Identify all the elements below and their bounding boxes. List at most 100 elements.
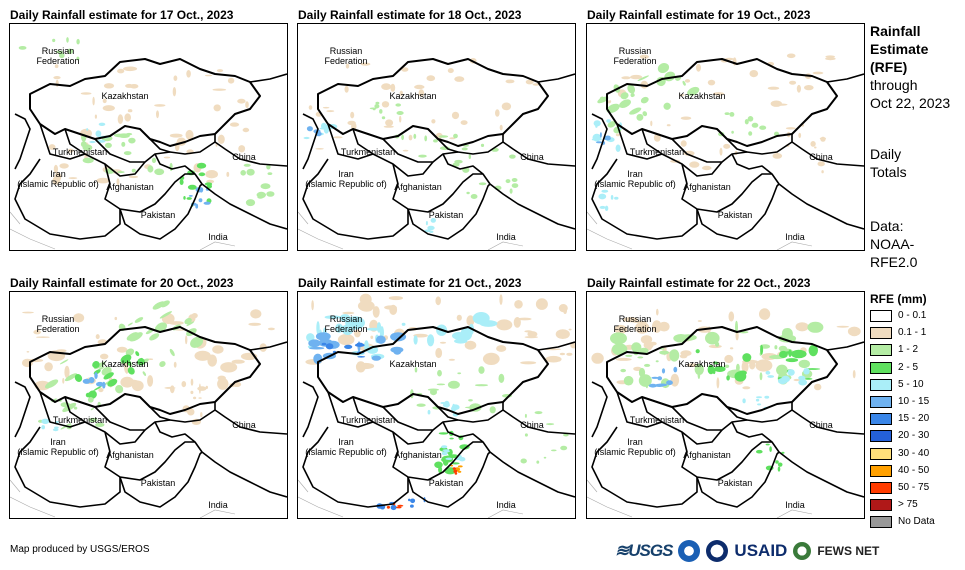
legend-label: 0 - 0.1 xyxy=(898,310,927,321)
country-label-india: India xyxy=(496,500,516,510)
country-label-turkmenistan: Turkmenistan xyxy=(629,147,685,157)
map-svg xyxy=(10,37,287,250)
map-svg xyxy=(587,53,864,250)
country-label-afghanistan: Afghanistan xyxy=(106,182,154,192)
country-label-pakistan: Pakistan xyxy=(428,478,464,488)
country-label-kazakhstan: Kazakhstan xyxy=(678,359,726,369)
country-border xyxy=(591,426,698,508)
country-border xyxy=(352,128,374,155)
country-border xyxy=(214,141,287,167)
country-label-india: India xyxy=(208,232,228,242)
country-border xyxy=(214,409,287,435)
country-label-india: India xyxy=(208,500,228,510)
panel-title-22: Daily Rainfall estimate for 22 Oct., 202… xyxy=(587,276,811,290)
country-label-pakistan: Pakistan xyxy=(140,478,176,488)
country-border xyxy=(778,183,864,230)
country-border xyxy=(591,158,698,240)
country-border xyxy=(14,113,31,170)
country-border xyxy=(826,341,864,351)
country-border xyxy=(502,409,575,435)
legend-swatch xyxy=(870,396,892,408)
country-border xyxy=(352,396,374,423)
country-label-kazakhstan: Kazakhstan xyxy=(101,359,149,369)
credit-text: Map produced by USGS/EROS xyxy=(10,544,150,555)
legend-swatch xyxy=(870,482,892,494)
country-label-iran: Iran (Islamic Republic of) xyxy=(17,437,99,457)
country-label-china: China xyxy=(232,152,256,162)
country-border xyxy=(437,406,459,421)
side-data-source: Data: NOAA- RFE2.0 xyxy=(870,218,918,270)
country-label-iran: Iran (Islamic Republic of) xyxy=(305,437,387,457)
country-label-russia: Russian Federation xyxy=(613,46,657,66)
country-border xyxy=(392,431,483,481)
country-label-iran: Iran (Islamic Republic of) xyxy=(594,437,676,457)
fews-globe-icon xyxy=(793,542,812,560)
country-label-pakistan: Pakistan xyxy=(717,210,753,220)
country-border xyxy=(826,73,864,83)
country-label-turkmenistan: Turkmenistan xyxy=(52,147,108,157)
country-border xyxy=(382,134,504,163)
country-border xyxy=(442,421,491,453)
country-border xyxy=(392,163,483,213)
country-border xyxy=(726,138,748,153)
country-border xyxy=(104,163,195,213)
country-border xyxy=(591,113,608,170)
country-label-iran: Iran (Islamic Republic of) xyxy=(17,169,99,189)
country-border xyxy=(671,402,793,431)
panel-title-21: Daily Rainfall estimate for 21 Oct., 202… xyxy=(298,276,522,290)
map-panel-21: Russian Federation Kazakhstan Turkmenistan I… xyxy=(297,291,576,519)
legend-swatch xyxy=(870,327,892,340)
legend-swatch xyxy=(870,413,892,426)
map-panel-22: Russian Federation Kazakhstan Turkmenistan I… xyxy=(586,291,865,519)
country-border xyxy=(119,451,203,508)
country-label-china: China xyxy=(520,420,544,430)
country-label-afghanistan: Afghanistan xyxy=(106,450,154,460)
country-border xyxy=(442,153,491,185)
country-border xyxy=(154,421,203,453)
country-label-afghanistan: Afghanistan xyxy=(683,450,731,460)
country-border xyxy=(104,431,195,481)
usaid-seal-icon xyxy=(706,540,729,562)
country-border xyxy=(14,381,31,438)
country-label-pakistan: Pakistan xyxy=(717,478,753,488)
country-label-china: China xyxy=(809,152,833,162)
country-border xyxy=(64,128,86,155)
country-border xyxy=(317,58,549,147)
country-border xyxy=(591,381,608,438)
map-panel-19: Russian Federation Kazakhstan Turkmenistan I… xyxy=(586,23,865,251)
country-border xyxy=(382,402,504,431)
country-border xyxy=(249,73,287,83)
legend-label: 10 - 15 xyxy=(898,396,930,407)
legend-swatch xyxy=(870,499,892,512)
country-border xyxy=(149,406,171,421)
country-label-pakistan: Pakistan xyxy=(140,210,176,220)
country-label-india: India xyxy=(785,500,805,510)
country-border xyxy=(489,451,575,498)
country-label-kazakhstan: Kazakhstan xyxy=(389,359,437,369)
panel-title-18: Daily Rainfall estimate for 18 Oct., 202… xyxy=(298,8,522,22)
country-border xyxy=(302,113,319,170)
country-border xyxy=(606,326,838,415)
country-label-russia: Russian Federation xyxy=(324,46,368,66)
legend-swatch xyxy=(870,310,892,322)
usaid-logo: USAID xyxy=(734,541,788,560)
country-border xyxy=(778,451,864,498)
country-border xyxy=(437,138,459,153)
map-svg xyxy=(298,293,575,518)
country-border xyxy=(201,451,287,498)
map-svg xyxy=(587,308,864,518)
legend-label: 20 - 30 xyxy=(898,430,930,442)
legend-swatch xyxy=(870,430,892,443)
country-border xyxy=(154,153,203,185)
country-label-russia: Russian Federation xyxy=(324,314,368,334)
country-border xyxy=(317,326,549,415)
country-border xyxy=(537,341,575,351)
legend-swatch xyxy=(870,361,892,374)
country-label-iran: Iran (Islamic Republic of) xyxy=(305,169,387,189)
country-border xyxy=(681,163,772,213)
country-label-turkmenistan: Turkmenistan xyxy=(629,415,685,425)
country-border xyxy=(696,451,780,508)
country-border xyxy=(302,426,409,508)
country-border xyxy=(14,426,121,508)
country-label-china: China xyxy=(232,420,256,430)
